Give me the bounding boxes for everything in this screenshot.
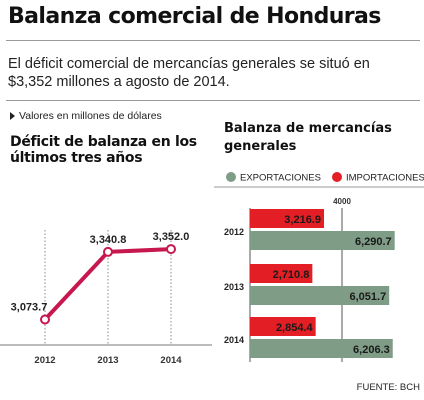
line-chart-x-tick-label: 2013 (97, 355, 118, 366)
bar-value-label: 2,854.4 (276, 322, 314, 334)
legend-marker (226, 172, 236, 182)
bar-importaciones (250, 264, 313, 283)
bar-chart-category-label: 2014 (224, 335, 244, 345)
line-chart-point (166, 244, 176, 255)
line-chart-value-label: 3,073.7 (11, 301, 48, 313)
line-chart: 3,073.7 2012 3,340.8 2013 3,352.0 2014 (0, 230, 212, 366)
line-chart-x-tick-label: 2014 (160, 355, 182, 366)
legend-label: IMPORTACIONES (346, 173, 424, 184)
page-title: Balanza comercial de Honduras (8, 4, 381, 29)
bar-chart: EXPORTACIONESIMPORTACIONES4000800020123,… (214, 172, 424, 362)
bar-exportaciones (250, 339, 393, 358)
bar-chart-category-label: 2013 (224, 282, 244, 292)
bar-importaciones (250, 209, 324, 228)
bar-value-label: 6,051.7 (349, 291, 386, 303)
units-note: Valores en millones de dólares (10, 110, 162, 122)
bar-chart-title: Balanza de mercancías generales (224, 120, 424, 156)
line-chart-point (40, 314, 50, 325)
bar-exportaciones (250, 231, 395, 250)
legend-marker (332, 172, 342, 182)
bar-exportaciones (250, 286, 390, 305)
source-note: FUENTE: BCH (356, 382, 420, 393)
line-chart-series (43, 247, 173, 322)
units-note-text: Valores en millones de dólares (19, 110, 162, 122)
bar-value-label: 2,710.8 (273, 269, 310, 281)
triangle-bullet-icon (10, 112, 15, 120)
line-chart-x-tick-label: 2012 (34, 355, 55, 366)
bar-value-label: 3,216.9 (284, 214, 321, 226)
bar-chart-category-label: 2012 (224, 227, 244, 237)
bar-chart-title-line-2: generales (224, 139, 297, 154)
bar-value-label: 6,206.3 (353, 344, 390, 356)
line-chart-title-line-2: últimos tres años (10, 150, 143, 166)
line-chart-point (103, 246, 113, 257)
bar-chart-x-tick-label: 4000 (333, 197, 351, 206)
legend-label: EXPORTACIONES (240, 173, 321, 184)
top-divider (6, 40, 420, 41)
bar-importaciones (250, 317, 316, 336)
bar-value-label: 6,290.7 (355, 236, 392, 248)
line-chart-value-label: 3,340.8 (90, 234, 127, 246)
line-chart-title: Déficit de balanza en los últimos tres a… (10, 134, 210, 166)
bar-chart-title-line-1: Balanza de mercancías (224, 121, 392, 136)
bottom-divider (6, 100, 420, 101)
subtitle-text: El déficit comercial de mercancías gener… (8, 56, 370, 90)
line-chart-value-label: 3,352.0 (153, 231, 190, 243)
line-chart-title-line-1: Déficit de balanza en los (10, 134, 197, 150)
